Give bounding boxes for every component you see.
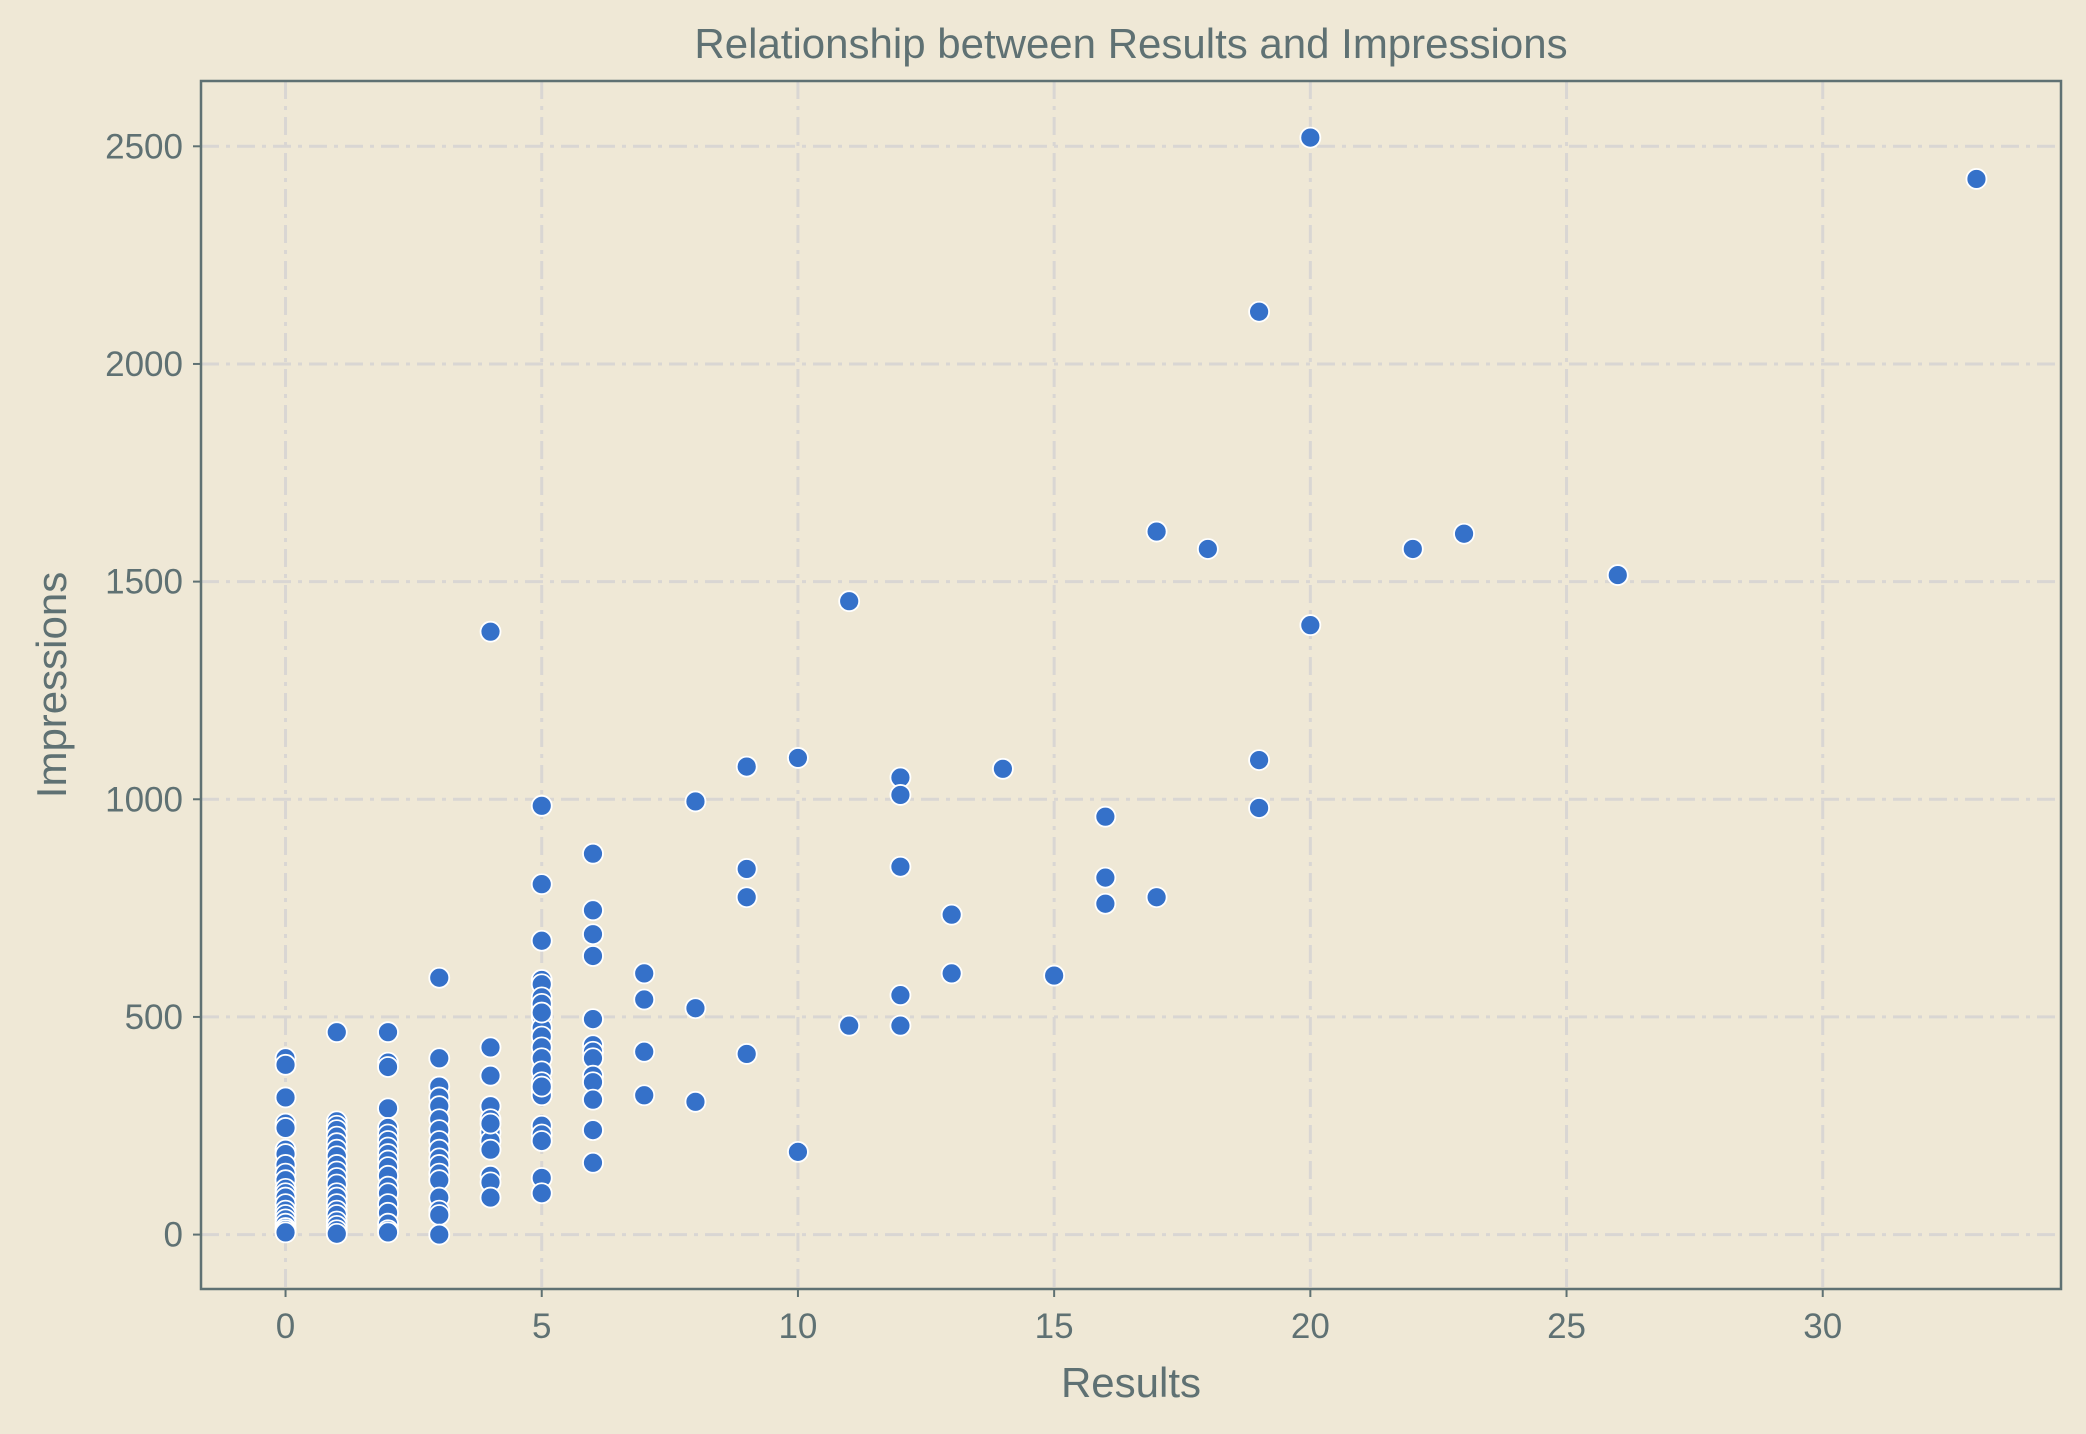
- x-tick-label: 25: [1547, 1307, 1586, 1346]
- scatter-point: [530, 1075, 553, 1098]
- scatter-point: [735, 886, 758, 909]
- scatter-point: [582, 1119, 604, 1142]
- scatter-point: [1094, 892, 1117, 915]
- scatter-point: [428, 1204, 451, 1226]
- scatter-point: [1401, 538, 1424, 560]
- data-points: [274, 126, 1988, 1246]
- scatter-point: [735, 1043, 758, 1065]
- scatter-point: [1094, 805, 1117, 828]
- scatter-point: [428, 1047, 451, 1070]
- x-tick-label: 5: [532, 1307, 551, 1346]
- scatter-point: [530, 1182, 553, 1205]
- scatter-point: [889, 784, 912, 806]
- y-tick-label: 0: [164, 1216, 183, 1255]
- scatter-point: [1248, 797, 1270, 819]
- scatter-point: [582, 1008, 604, 1031]
- scatter-point: [582, 923, 604, 946]
- scatter-point: [633, 1040, 656, 1063]
- scatter-point: [889, 984, 912, 1007]
- y-tick-label: 500: [125, 998, 183, 1037]
- scatter-point: [940, 903, 963, 926]
- scatter-point: [530, 794, 553, 817]
- y-tick-label: 1000: [105, 780, 183, 819]
- scatter-point: [889, 1014, 912, 1037]
- scatter-point: [1248, 300, 1270, 323]
- scatter-point: [377, 1056, 399, 1078]
- scatter-point: [274, 1086, 297, 1109]
- scatter-point: [582, 1151, 604, 1174]
- scatter-point: [1453, 522, 1475, 545]
- scatter-point: [428, 1223, 451, 1246]
- scatter-point: [1043, 964, 1066, 987]
- scatter-point: [1299, 614, 1322, 637]
- scatter-point: [735, 858, 758, 880]
- plot-area-frame: [199, 79, 2063, 1291]
- scatter-point: [582, 945, 604, 967]
- scatter-point: [274, 1117, 297, 1139]
- scatter-point: [889, 855, 912, 878]
- scatter-point: [633, 1084, 656, 1107]
- scatter-point: [684, 790, 707, 813]
- scatter-point: [582, 899, 604, 922]
- y-tick-label: 2000: [105, 345, 183, 384]
- scatter-point: [838, 590, 861, 613]
- scatter-point: [838, 1014, 861, 1037]
- x-tick-label: 0: [276, 1307, 295, 1346]
- x-tick-label: 15: [1035, 1307, 1074, 1346]
- scatter-point: [1145, 520, 1168, 543]
- scatter-point: [582, 1088, 604, 1111]
- scatter-point: [479, 1064, 502, 1087]
- grid-lines: [201, 81, 2061, 1289]
- scatter-point: [1094, 866, 1117, 889]
- scatter-point: [274, 1221, 297, 1244]
- scatter-point: [325, 1021, 348, 1044]
- scatter-point: [633, 962, 656, 985]
- chart-title: Relationship between Results and Impress…: [694, 20, 1567, 67]
- scatter-point: [530, 929, 553, 952]
- scatter-point: [325, 1222, 348, 1245]
- scatter-point: [1145, 886, 1168, 909]
- scatter-point: [940, 962, 963, 985]
- scatter-point: [479, 1112, 502, 1135]
- x-tick-label: 10: [778, 1307, 817, 1346]
- x-axis-label: Results: [1061, 1359, 1201, 1406]
- scatter-point: [530, 873, 553, 896]
- scatter-point: [684, 997, 707, 1020]
- y-tick-label: 1500: [105, 563, 183, 602]
- scatter-point: [633, 988, 656, 1011]
- y-axis-ticks: 0 500 1000 1500 2000 2500: [105, 127, 201, 1255]
- scatter-point: [735, 755, 758, 778]
- scatter-point: [377, 1097, 399, 1120]
- scatter-point: [1248, 749, 1270, 771]
- scatter-point: [530, 1130, 553, 1152]
- scatter-point: [1196, 538, 1219, 560]
- scatter-point: [787, 747, 809, 769]
- y-axis-label: Impressions: [28, 572, 75, 798]
- scatter-point: [1299, 126, 1322, 149]
- scatter-point: [684, 1090, 707, 1113]
- x-tick-label: 30: [1803, 1307, 1842, 1346]
- scatter-point: [377, 1021, 399, 1044]
- scatter-point: [530, 1001, 553, 1024]
- x-axis-ticks: 0 5 10 15 20 25 30: [276, 1289, 1842, 1346]
- y-tick-label: 2500: [105, 127, 183, 166]
- scatter-point: [377, 1221, 399, 1244]
- scatter-point: [479, 1138, 502, 1161]
- scatter-point: [479, 1186, 502, 1209]
- scatter-point: [1606, 564, 1629, 586]
- scatter-point: [428, 966, 451, 989]
- scatter-point: [479, 1036, 502, 1059]
- scatter-point: [582, 842, 604, 865]
- scatter-point: [274, 1053, 297, 1076]
- scatter-point: [787, 1140, 809, 1163]
- scatter-point: [1965, 168, 1988, 190]
- x-tick-label: 20: [1291, 1307, 1330, 1346]
- scatter-point: [479, 620, 502, 643]
- scatter-point: [992, 757, 1014, 780]
